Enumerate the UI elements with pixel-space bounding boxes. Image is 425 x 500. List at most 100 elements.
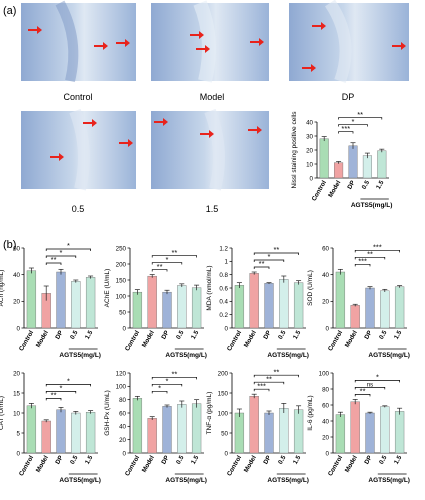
bar — [85, 277, 96, 329]
micrograph-high-dose — [151, 108, 269, 191]
bar — [249, 396, 259, 454]
category-label: 1.5 — [292, 329, 303, 341]
category-label: Control — [311, 179, 328, 202]
bar — [56, 409, 66, 454]
significance-label: * — [166, 377, 169, 386]
y-tick-label: 0 — [225, 450, 229, 457]
micrograph-model — [151, 0, 269, 83]
significance-bracket — [151, 269, 168, 272]
significance-bracket — [338, 124, 368, 127]
significance-label: * — [67, 377, 70, 386]
significance-bracket — [151, 376, 197, 380]
significance-bracket — [45, 255, 77, 258]
y-axis-label: MDA (nmol/mL) — [206, 265, 213, 310]
category-label: Model — [141, 454, 156, 473]
significance-bracket — [45, 262, 62, 265]
panel-label-a: (a) — [3, 5, 16, 17]
significance-label: * — [376, 373, 379, 382]
micrograph-low-dose — [21, 108, 136, 191]
category-label: 1.5 — [190, 329, 201, 341]
group-label: AGTS5(mg/L) — [368, 477, 410, 484]
y-tick-label: 1.2 — [219, 245, 228, 252]
chart-mda: 0 0.2 0.4 0.6 0.8 1 1.2 MDA (nmol/mL) Control Mod… — [206, 245, 309, 359]
y-tick-label: 0.2 — [219, 312, 228, 319]
significance-label: ** — [171, 248, 177, 257]
bar — [41, 420, 51, 454]
bar — [279, 408, 289, 454]
y-tick-label: 0 — [225, 325, 229, 332]
arrow-marker — [312, 22, 326, 30]
arrow-marker — [28, 26, 42, 34]
significance-label: *** — [341, 124, 350, 133]
y-tick-label: 20 — [119, 437, 126, 444]
category-label: Control — [124, 329, 141, 352]
y-tick-label: 40 — [119, 424, 126, 431]
bar — [56, 271, 66, 329]
group-label: AGTS5(mg/L) — [351, 202, 393, 209]
category-label: 0.5 — [277, 454, 288, 466]
arrow-marker — [190, 31, 204, 39]
category-label: 0.5 — [361, 179, 372, 191]
bar — [162, 406, 172, 454]
category-label: Control — [327, 454, 344, 477]
chart-il6: 0 20 40 60 80 100 IL-6 (pg/mL) Control Model DP 0.… — [307, 370, 410, 484]
significance-label: * — [158, 384, 161, 393]
y-tick-label: 40 — [322, 272, 329, 279]
significance-bracket — [338, 117, 383, 120]
significance-bracket — [253, 252, 299, 255]
bar — [365, 287, 375, 329]
bar — [85, 412, 96, 454]
significance-label: *** — [257, 381, 266, 390]
significance-label: ** — [259, 259, 265, 268]
category-label: 0.5 — [69, 454, 80, 466]
significance-label: * — [67, 241, 70, 250]
significance-bracket — [338, 131, 354, 134]
group-label: AGTS5(mg/L) — [59, 352, 101, 359]
y-tick-label: 200 — [218, 370, 229, 377]
y-tick-label: 20 — [13, 370, 20, 377]
arrow-marker — [94, 42, 108, 50]
group-label: AGTS5(mg/L) — [368, 352, 410, 359]
significance-bracket — [253, 388, 270, 392]
bar — [293, 409, 304, 454]
category-label: 1.5 — [393, 329, 404, 341]
category-label: Control — [327, 329, 344, 352]
bar — [147, 418, 157, 454]
bar — [177, 285, 187, 329]
bar — [350, 305, 360, 329]
category-label: 0.5 — [175, 454, 186, 466]
significance-label: * — [268, 252, 271, 261]
significance-bracket — [253, 381, 285, 385]
bar — [249, 273, 259, 329]
category-label: 1.5 — [292, 454, 303, 466]
y-tick-label: 40 — [13, 272, 20, 279]
significance-label: ** — [51, 255, 57, 264]
arrow-marker — [392, 42, 406, 50]
y-axis-label: SOD (U/mL) — [307, 270, 314, 306]
y-tick-label: 5 — [17, 430, 21, 437]
significance-label: * — [60, 248, 63, 257]
category-label: DP — [54, 455, 64, 466]
category-label: Control — [226, 454, 243, 477]
significance-bracket — [45, 384, 91, 387]
significance-bracket — [354, 263, 371, 267]
bar — [348, 145, 358, 179]
y-tick-label: 250 — [116, 245, 127, 252]
y-tick-label: 20 — [322, 299, 329, 306]
y-tick-label: 100 — [319, 370, 330, 377]
significance-label: ** — [171, 370, 177, 379]
significance-bracket — [151, 390, 168, 394]
y-tick-label: 60 — [119, 410, 126, 417]
significance-bracket — [45, 391, 77, 394]
y-axis-label: TNF-α (pg/mL) — [206, 392, 213, 435]
bar — [71, 412, 81, 454]
group-label: AGTS5(mg/L) — [165, 352, 207, 359]
significance-label: ** — [51, 391, 57, 400]
chart-sod: 0 20 40 60 SOD (U/mL) Control Model DP 0.5 1.5 AGT… — [307, 243, 410, 359]
bar — [279, 279, 289, 329]
significance-label: *** — [358, 257, 367, 266]
chart-nissl: 0 10 20 30 40 Nissl staining positive cells Co… — [291, 110, 392, 209]
bar — [71, 281, 81, 329]
bar — [319, 138, 329, 179]
